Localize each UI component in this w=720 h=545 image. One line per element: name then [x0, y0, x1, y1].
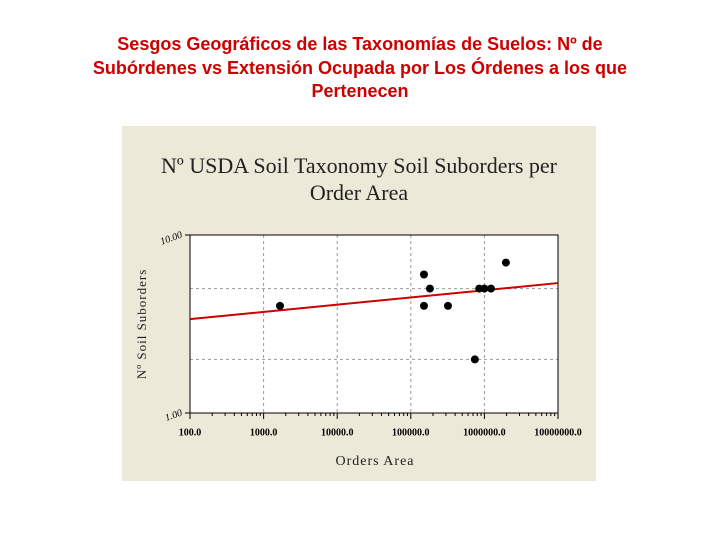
- slide-title: Pertenecen: [311, 81, 408, 101]
- slide-title: Sesgos Geográficos de las Taxonomías de …: [117, 34, 602, 54]
- slide-title: Subórdenes vs Extensión Ocupada por Los …: [93, 57, 627, 78]
- x-tick-label: 1000.0: [250, 427, 278, 438]
- y-axis-label: Nº Soil Suborders: [134, 269, 149, 380]
- trendline: [189, 282, 559, 321]
- point: [275, 301, 284, 310]
- x-axis-label: Orders Area: [335, 454, 414, 469]
- point: [501, 258, 510, 267]
- point: [480, 284, 489, 293]
- x-tick-label: 100.0: [179, 427, 202, 438]
- plot-area: [190, 235, 558, 413]
- point: [470, 355, 479, 364]
- x-tick-label: 100000.0: [392, 427, 430, 438]
- point: [443, 301, 452, 310]
- chart-title: Nº USDA Soil Taxonomy Soil Suborders per: [161, 153, 558, 178]
- x-tick-label: 10000.0: [321, 427, 354, 438]
- x-tick-label: 10000000.0: [534, 427, 582, 438]
- point: [419, 301, 428, 310]
- x-tick-label: 1000000.0: [463, 427, 506, 438]
- point: [419, 270, 428, 279]
- point: [425, 284, 434, 293]
- chart-title: Order Area: [310, 180, 409, 205]
- point: [487, 284, 496, 293]
- plot-border: [189, 234, 559, 414]
